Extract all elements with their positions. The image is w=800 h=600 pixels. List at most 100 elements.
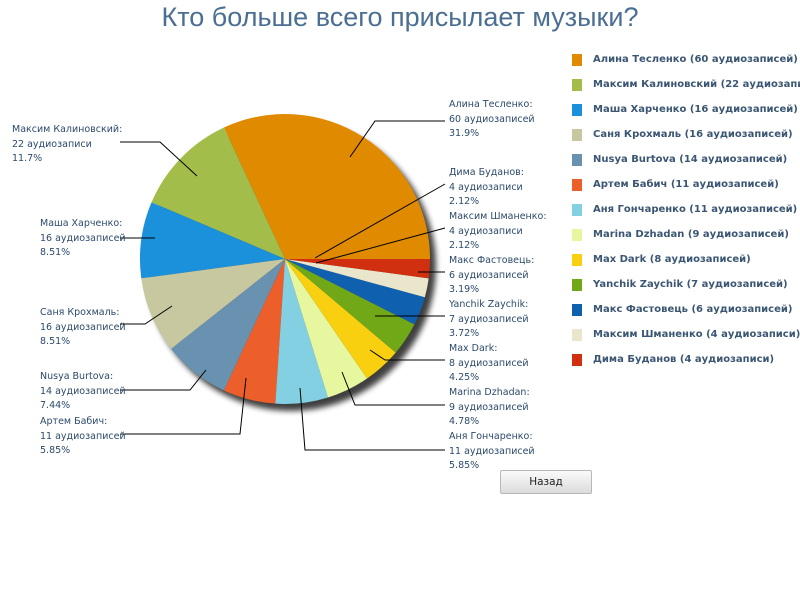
leader-line-1 xyxy=(120,141,198,177)
data-label-percent: 2.12% xyxy=(449,196,480,207)
data-label-name: Max Dark: xyxy=(449,343,498,354)
data-label-name: Аня Гончаренко: xyxy=(449,431,533,442)
legend-label: Максим Калиновский (22 аудиозаписи) xyxy=(593,79,800,90)
legend-label: Nusya Burtova (14 аудиозаписей) xyxy=(593,154,788,165)
leader-line-12 xyxy=(314,183,446,259)
legend-swatch xyxy=(572,229,582,241)
data-label-name: Саня Крохмаль: xyxy=(40,307,120,318)
leader-line-3 xyxy=(120,305,173,325)
legend-swatch xyxy=(572,154,582,166)
data-label-3: Саня Крохмаль: 16 аудиозаписей 8.51% xyxy=(40,306,126,350)
data-label-0: Алина Тесленко: 60 аудиозаписей 31.9% xyxy=(449,98,535,142)
data-label-percent: 11.7% xyxy=(12,153,43,164)
leader-line-11 xyxy=(315,227,446,264)
data-label-12: Дима Буданов: 4 аудиозаписи 2.12% xyxy=(449,166,524,210)
pie-slice-10[interactable] xyxy=(285,259,425,325)
legend-label: Дима Буданов (4 аудиозаписи) xyxy=(593,354,775,365)
legend-label: Алина Тесленко (60 аудиозаписей) xyxy=(593,54,798,65)
data-label-count: 11 аудиозаписей xyxy=(40,430,126,442)
data-label-percent: 31.9% xyxy=(449,128,480,139)
pie-slice-0[interactable] xyxy=(223,113,430,260)
data-label-count: 14 аудиозаписей xyxy=(40,385,126,397)
legend-label: Саня Крохмаль (16 аудиозаписей) xyxy=(593,129,793,140)
data-label-5: Артем Бабич: 11 аудиозаписей 5.85% xyxy=(40,415,126,459)
data-label-percent: 5.85% xyxy=(449,460,480,471)
data-label-name: Маша Харченко: xyxy=(40,218,123,229)
data-label-percent: 3.19% xyxy=(449,284,480,295)
data-label-7: Marina Dzhadan: 9 аудиозаписей 4.78% xyxy=(449,386,530,430)
data-label-percent: 8.51% xyxy=(40,336,71,347)
data-label-10: Макс Фастовець: 6 аудиозаписей 3.19% xyxy=(449,254,534,298)
data-label-percent: 3.72% xyxy=(449,328,480,339)
data-label-6: Аня Гончаренко: 11 аудиозаписей 5.85% xyxy=(449,430,535,474)
legend-swatch xyxy=(572,204,582,216)
data-label-name: Максим Калиновский: xyxy=(12,124,123,135)
data-label-percent: 5.85% xyxy=(40,445,71,456)
leader-line-8 xyxy=(369,349,445,361)
data-label-count: 9 аудиозаписей xyxy=(449,401,529,413)
pie-slice-5[interactable] xyxy=(223,259,285,404)
pie-slice-2[interactable] xyxy=(140,202,285,279)
data-label-name: Алина Тесленко: xyxy=(449,99,533,110)
data-label-2: Маша Харченко: 16 аудиозаписей 8.51% xyxy=(40,217,126,261)
pie-slice-3[interactable] xyxy=(141,259,285,349)
legend-label: Макс Фастовець (6 аудиозаписей) xyxy=(593,304,793,315)
data-label-name: Максим Шманенко: xyxy=(449,211,547,222)
pie-slice-1[interactable] xyxy=(151,127,285,259)
pie-slice-6[interactable] xyxy=(275,259,328,404)
legend-label: Артем Бабич (11 аудиозаписей) xyxy=(593,179,779,190)
legend-swatch xyxy=(572,54,582,66)
legend-swatch xyxy=(572,104,582,116)
data-label-percent: 2.12% xyxy=(449,240,480,251)
data-label-8: Max Dark: 8 аудиозаписей 4.25% xyxy=(449,342,529,386)
data-label-count: 4 аудиозаписи xyxy=(449,225,523,237)
data-label-count: 6 аудиозаписей xyxy=(449,269,529,281)
data-label-count: 16 аудиозаписей xyxy=(40,321,126,333)
data-label-name: Макс Фастовець: xyxy=(449,255,535,266)
pie-slice-9[interactable] xyxy=(285,259,415,353)
data-label-count: 60 аудиозаписей xyxy=(449,113,535,125)
legend-swatch xyxy=(572,329,582,341)
legend-label: Аня Гончаренко (11 аудиозаписей) xyxy=(593,204,798,215)
pie-slice-12[interactable] xyxy=(285,259,430,279)
data-label-name: Marina Dzhadan: xyxy=(449,387,530,398)
legend-swatch xyxy=(572,254,582,266)
pie-slice-4[interactable] xyxy=(171,259,285,391)
leader-line-0 xyxy=(349,120,445,158)
legend-label: Marina Dzhadan (9 аудиозаписей) xyxy=(593,229,789,240)
legend-swatch xyxy=(572,304,582,316)
legend-swatch xyxy=(572,79,582,91)
data-label-4: Nusya Burtova: 14 аудиозаписей 7.44% xyxy=(40,370,126,414)
leader-line-5 xyxy=(120,377,247,435)
data-label-count: 22 аудиозаписи xyxy=(12,138,92,150)
legend-label: Максим Шманенко (4 аудиозаписи) xyxy=(593,329,800,340)
legend-label: Yanchik Zaychik (7 аудиозаписей) xyxy=(593,279,788,290)
leader-line-4 xyxy=(120,369,207,391)
legend-swatch xyxy=(572,354,582,366)
data-label-name: Артем Бабич: xyxy=(40,416,108,427)
data-label-percent: 4.25% xyxy=(449,372,480,383)
legend-swatch xyxy=(572,279,582,291)
data-label-9: Yanchik Zaychik: 7 аудиозаписей 3.72% xyxy=(449,298,529,342)
data-label-11: Максим Шманенко: 4 аудиозаписи 2.12% xyxy=(449,210,547,254)
data-label-percent: 8.51% xyxy=(40,247,71,258)
data-label-count: 4 аудиозаписи xyxy=(449,181,523,193)
pie-slice-7[interactable] xyxy=(285,259,368,398)
data-label-name: Дима Буданов: xyxy=(449,167,524,178)
data-label-name: Yanchik Zaychik: xyxy=(449,299,529,310)
pie-slice-11[interactable] xyxy=(285,259,429,298)
data-label-percent: 4.78% xyxy=(449,416,480,427)
legend-label: Max Dark (8 аудиозаписей) xyxy=(593,254,751,265)
data-label-count: 11 аудиозаписей xyxy=(449,445,535,457)
data-label-count: 8 аудиозаписей xyxy=(449,357,529,369)
back-button[interactable]: Назад xyxy=(500,470,592,494)
data-label-count: 16 аудиозаписей xyxy=(40,232,126,244)
leader-line-7 xyxy=(341,371,445,406)
chart-title: Кто больше всего присылает музыки? xyxy=(161,2,639,32)
data-label-name: Nusya Burtova: xyxy=(40,371,114,382)
leader-line-6 xyxy=(299,387,445,451)
pie-slice-8[interactable] xyxy=(285,259,396,379)
legend-swatch xyxy=(572,129,582,141)
legend-swatch xyxy=(572,179,582,191)
